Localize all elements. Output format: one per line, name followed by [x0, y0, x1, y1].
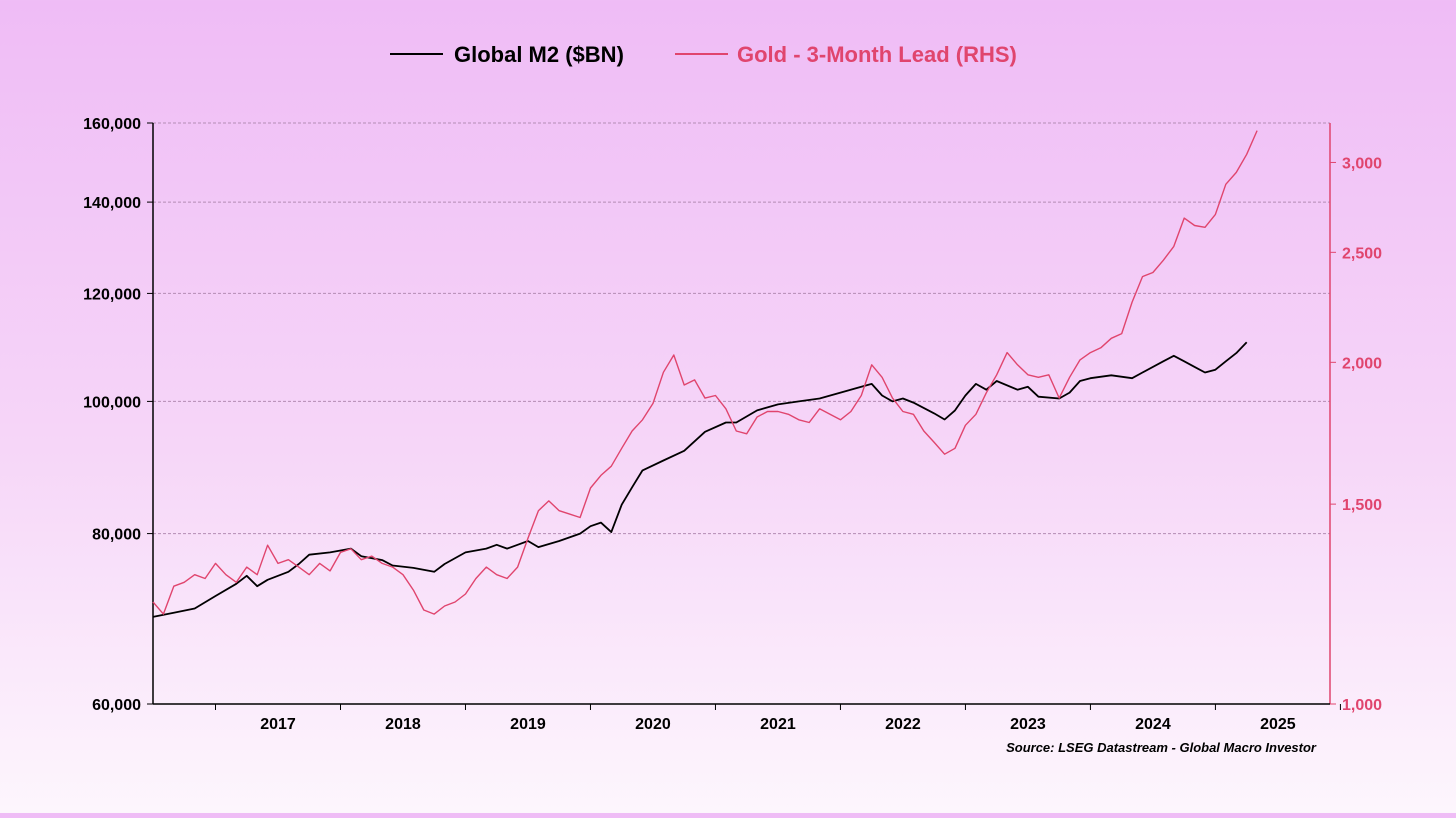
series-lines	[152, 130, 1258, 618]
source-note: Source: LSEG Datastream - Global Macro I…	[1006, 740, 1317, 755]
x-tick-label: 2020	[635, 716, 671, 733]
y-right-tick-label: 1,500	[1342, 497, 1382, 514]
x-tick-label: 2017	[260, 716, 296, 733]
y-right-tick-label: 3,000	[1342, 155, 1382, 172]
legend-label-m2: Global M2 ($BN)	[454, 42, 624, 67]
y-left-tick-label: 160,000	[83, 116, 141, 133]
x-tick-label: 2018	[385, 716, 421, 733]
legend: Global M2 ($BN) Gold - 3-Month Lead (RHS…	[390, 42, 1017, 67]
axes: 60,000 80,000 100,000 120,000 140,000 160,000…	[83, 116, 1382, 733]
y-left-tick-label: 140,000	[83, 195, 141, 212]
y-right-tick-label: 2,500	[1342, 245, 1382, 262]
y-right-tick-label: 1,000	[1342, 697, 1382, 714]
x-tick-label: 2022	[885, 716, 921, 733]
x-tick-label: 2019	[510, 716, 546, 733]
y-left-tick-label: 80,000	[92, 527, 141, 544]
y-right-tick-label: 2,000	[1342, 355, 1382, 372]
legend-label-gold: Gold - 3-Month Lead (RHS)	[737, 42, 1017, 67]
x-tick-label: 2024	[1135, 716, 1171, 733]
gridlines	[153, 122, 1330, 535]
series-line-global-m2	[152, 341, 1248, 618]
y-left-tick-label: 60,000	[92, 697, 141, 714]
series-line-gold	[152, 130, 1258, 615]
x-tick-label: 2023	[1010, 716, 1046, 733]
y-left-tick-label: 100,000	[83, 394, 141, 411]
x-tick-label: 2021	[760, 716, 796, 733]
y-left-tick-label: 120,000	[83, 286, 141, 303]
x-tick-label: 2025	[1260, 716, 1296, 733]
